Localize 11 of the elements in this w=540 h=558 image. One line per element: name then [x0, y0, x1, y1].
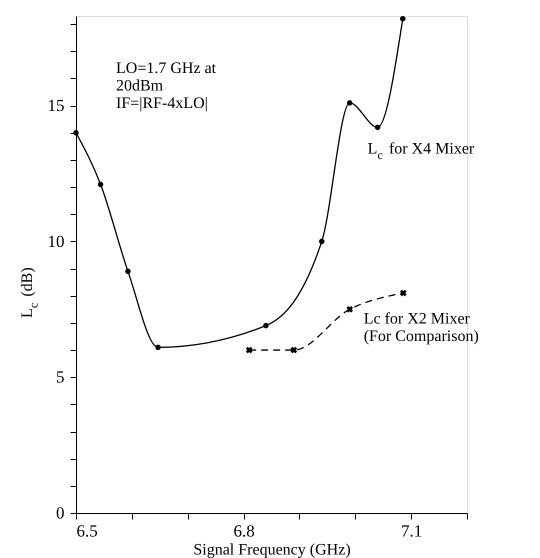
y-tick-label: 15: [48, 96, 64, 116]
x-tick-label: 7.1: [401, 522, 422, 540]
series-label: Lc for X2 Mixer (For Comparison): [364, 310, 479, 345]
y-axis-title: Lc(dB): [19, 267, 41, 318]
y-tick-label: 10: [48, 232, 64, 251]
x-axis-title: Signal Frequency (GHz): [193, 542, 351, 558]
annotation: LO=1.7 GHz at 20dBm IF=|RF-4xLO|: [116, 60, 217, 112]
x-tick-label: 6.5: [76, 522, 98, 540]
y-tick-label: 5: [56, 368, 64, 387]
x-tick-label: 6.8: [233, 522, 255, 540]
y-tick-label: 0: [56, 504, 64, 522]
